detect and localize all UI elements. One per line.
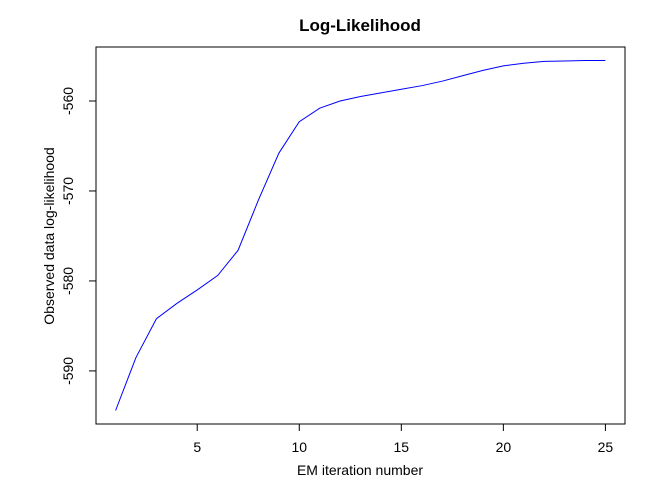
y-axis: -590 -580 -570 -560 — [60, 87, 97, 385]
series-group — [115, 60, 606, 411]
x-tick-label: 10 — [291, 439, 307, 455]
y-axis-label: Observed data log-likelihood — [41, 147, 57, 324]
x-axis: 5 10 15 20 25 — [193, 423, 614, 455]
x-tick-label: 25 — [598, 439, 614, 455]
chart-title: Log-Likelihood — [299, 16, 421, 35]
plot-frame — [95, 46, 626, 425]
x-tick-label: 15 — [394, 439, 410, 455]
x-axis-label: EM iteration number — [297, 462, 423, 478]
series-line-0 — [115, 60, 606, 411]
y-tick-label: -580 — [60, 267, 76, 295]
y-tick-label: -590 — [60, 357, 76, 385]
y-tick-label: -560 — [60, 87, 76, 115]
x-tick-label: 20 — [496, 439, 512, 455]
y-tick-label: -570 — [60, 177, 76, 205]
x-tick-label: 5 — [193, 439, 201, 455]
